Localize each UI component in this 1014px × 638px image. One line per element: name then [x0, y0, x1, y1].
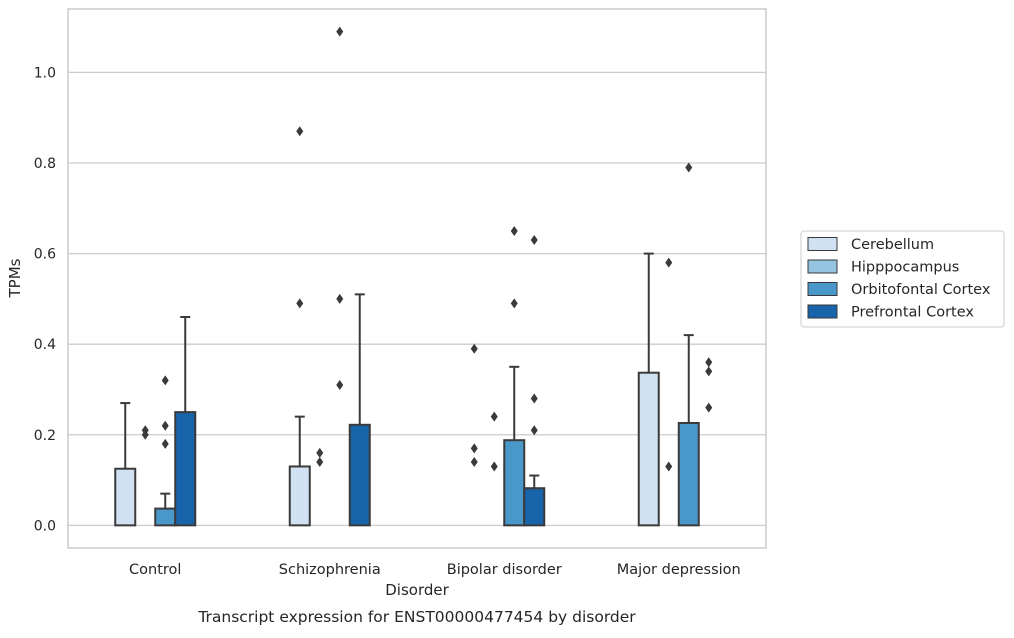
outlier-point — [316, 447, 324, 458]
grid-lines — [68, 71, 766, 527]
legend-swatch — [807, 259, 838, 274]
outlier-point — [470, 456, 478, 467]
outlier-point — [510, 298, 518, 309]
outlier-point — [510, 225, 518, 236]
bar-prefrontal-cortex — [174, 411, 197, 527]
outlier-point — [665, 461, 673, 472]
outlier-point — [705, 366, 713, 377]
legend-swatch — [807, 237, 838, 251]
x-tick-label: Control — [129, 562, 181, 578]
outlier-point — [490, 411, 498, 422]
bar-cerebellum — [288, 465, 311, 527]
y-tick-label: 0.0 — [34, 518, 56, 534]
outlier-point — [336, 26, 344, 37]
outlier-point — [685, 162, 693, 173]
x-tick-label: Bipolar disorder — [447, 562, 562, 578]
outlier-point — [530, 425, 538, 436]
outlier-point — [161, 420, 169, 431]
chart-caption: Transcript expression for ENST0000047745… — [197, 608, 636, 626]
bar-orbitofontal-cortex — [154, 507, 177, 527]
y-tick-label: 1.0 — [34, 65, 56, 81]
outlier-point — [161, 375, 169, 386]
y-tick-label: 0.4 — [34, 337, 56, 353]
outlier-point — [530, 235, 538, 245]
y-tick-label: 0.6 — [34, 247, 56, 263]
plot-frame — [67, 8, 767, 549]
x-axis-ticks: Control Schizophrenia Bipolar disorder Majo… — [129, 562, 741, 578]
legend-frame — [800, 230, 1005, 328]
outlier-point — [316, 456, 324, 467]
outlier-point — [490, 461, 498, 472]
legend-label: Orbitofontal Cortex — [851, 282, 991, 298]
bar-orbitofontal-cortex — [503, 439, 526, 527]
y-axis-ticks: 0.0 0.2 0.4 0.6 0.8 1.0 — [34, 65, 56, 534]
outlier-point — [705, 357, 713, 368]
legend-label: Hipppocampus — [851, 260, 959, 276]
y-tick-label: 0.8 — [34, 156, 56, 172]
bar-cerebellum — [637, 371, 660, 527]
outlier-point — [161, 438, 169, 449]
x-axis-label: Disorder — [385, 581, 449, 599]
legend-swatch — [807, 282, 838, 296]
y-tick-label: 0.2 — [34, 428, 56, 444]
legend: Cerebellum Hipppocampus Orbitofontal Corte… — [800, 230, 1005, 328]
x-tick-label: Schizophrenia — [279, 562, 381, 578]
outlier-point — [470, 343, 478, 354]
plot-marks — [114, 26, 713, 527]
bar-orbitofontal-cortex — [677, 421, 700, 527]
outlier-point — [470, 443, 478, 454]
bar-prefrontal-cortex — [523, 487, 546, 527]
outlier-point — [296, 126, 304, 137]
x-tick-label: Major depression — [617, 562, 741, 578]
outlier-point — [665, 257, 673, 268]
legend-swatch — [807, 304, 838, 319]
legend-label: Cerebellum — [851, 237, 934, 253]
bar-prefrontal-cortex — [348, 423, 371, 527]
outlier-point — [705, 402, 713, 413]
y-axis-label: TPMs — [6, 258, 24, 298]
legend-label: Prefrontal Cortex — [851, 305, 974, 321]
outlier-point — [336, 293, 344, 304]
outlier-point — [296, 298, 304, 309]
outlier-point — [336, 379, 344, 390]
bar-cerebellum — [114, 467, 137, 527]
outlier-point — [530, 393, 538, 404]
outlier-point — [141, 425, 149, 436]
